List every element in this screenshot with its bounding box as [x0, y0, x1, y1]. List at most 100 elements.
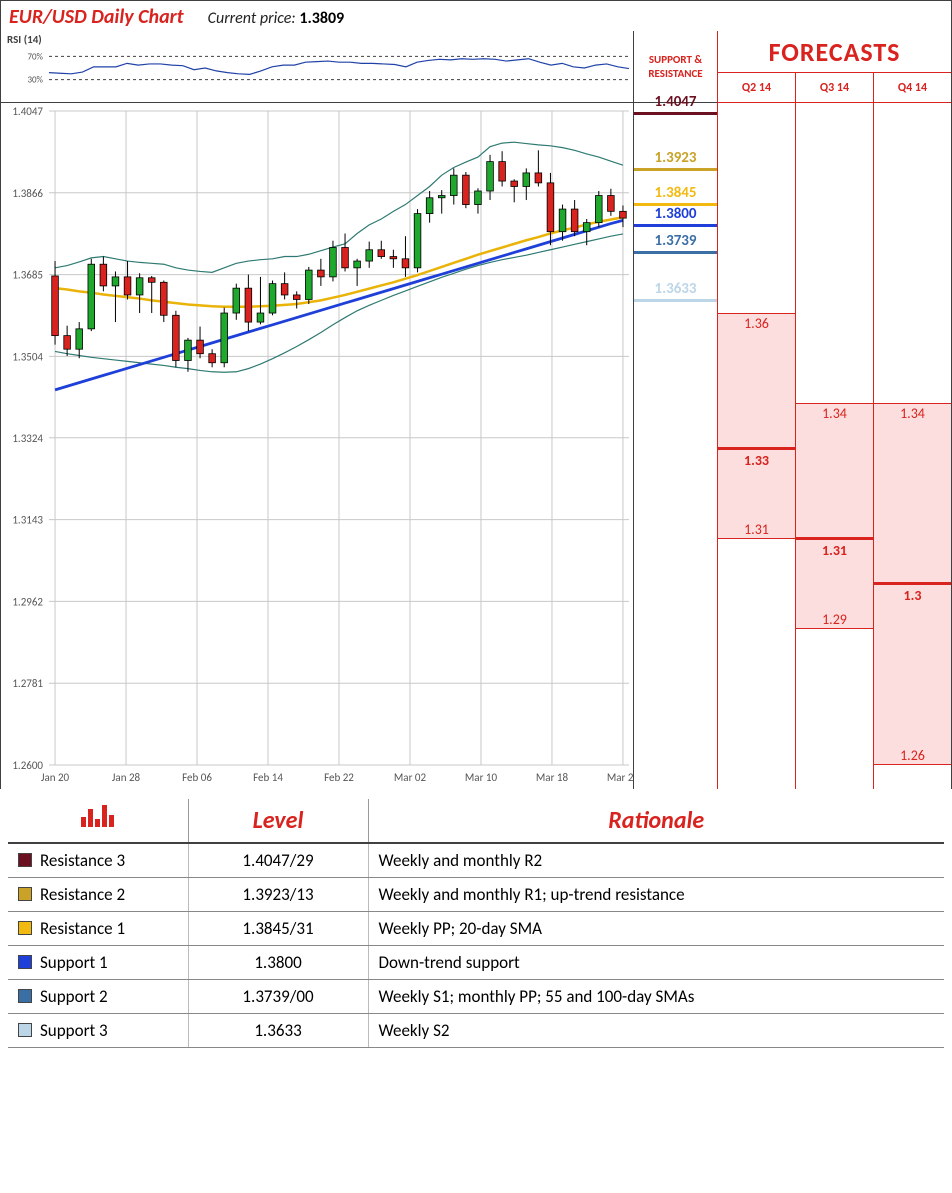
- forecasts-title: FORECASTS: [718, 31, 951, 73]
- row-rationale: Down-trend support: [368, 946, 944, 980]
- sr-body: 1.4047 1.3923 1.3845 1.3800 1.3739 1.363…: [634, 103, 717, 789]
- row-level: 1.3633: [188, 1014, 368, 1048]
- svg-text:Jan 28: Jan 28: [112, 771, 141, 784]
- forecast-low: 1.31: [718, 519, 795, 540]
- sr-level: 1.3633: [634, 280, 717, 302]
- sr-level-value: 1.3739: [634, 232, 717, 251]
- swatch-icon: [18, 955, 32, 969]
- swatch-icon: [18, 887, 32, 901]
- svg-text:Feb 14: Feb 14: [253, 771, 283, 784]
- forecast-quarter-column: 1.34 1.31 1.29: [796, 103, 874, 789]
- row-rationale: Weekly and monthly R1; up-trend resistan…: [368, 878, 944, 912]
- forecast-mid: 1.31: [796, 537, 873, 561]
- table-row: Resistance 3 1.4047/29 Weekly and monthl…: [8, 843, 944, 878]
- table-row: Resistance 2 1.3923/13 Weekly and monthl…: [8, 878, 944, 912]
- sr-level: 1.3800: [634, 205, 717, 227]
- sr-level-value: 1.3923: [634, 149, 717, 168]
- support-resistance-column: SUPPORT & RESISTANCE 1.4047 1.3923 1.384…: [634, 31, 718, 789]
- row-level: 1.3739/00: [188, 980, 368, 1014]
- svg-text:70%: 70%: [27, 51, 43, 62]
- svg-text:Mar 18: Mar 18: [536, 771, 569, 784]
- levels-table-wrap: Level Rationale Resistance 3 1.4047/29 W…: [0, 789, 952, 1054]
- sr-level-value: 1.4047: [634, 93, 717, 112]
- row-rationale: Weekly and monthly R2: [368, 843, 944, 878]
- sr-level: 1.3845: [634, 184, 717, 206]
- sr-level: 1.4047: [634, 93, 717, 115]
- svg-text:30%: 30%: [27, 75, 43, 86]
- forecast-low: 1.26: [874, 745, 951, 766]
- sr-level-value: 1.3800: [634, 205, 717, 224]
- row-rationale: Weekly PP; 20-day SMA: [368, 912, 944, 946]
- rsi-pane: RSI (14) 70% 30%: [1, 31, 633, 103]
- row-level: 1.3800: [188, 946, 368, 980]
- row-rationale: Weekly S2: [368, 1014, 944, 1048]
- forecast-high: 1.34: [796, 403, 873, 424]
- svg-text:1.2600: 1.2600: [12, 759, 43, 772]
- price-chart: 1.40471.38661.36851.35041.33241.31431.29…: [1, 103, 633, 789]
- row-level: 1.3845/31: [188, 912, 368, 946]
- svg-text:1.3324: 1.3324: [12, 432, 43, 445]
- row-name: Resistance 3: [8, 843, 188, 878]
- row-name: Resistance 1: [8, 912, 188, 946]
- chart-left-pane: RSI (14) 70%30% 1.40471.38661.36851.3504…: [1, 31, 634, 789]
- header: EUR/USD Daily Chart Current price: 1.380…: [1, 1, 951, 31]
- forecast-quarter-column: 1.36 1.33 1.31: [718, 103, 796, 789]
- row-name: Support 1: [8, 946, 188, 980]
- forecast-high: 1.34: [874, 403, 951, 424]
- table-row: Support 3 1.3633 Weekly S2: [8, 1014, 944, 1048]
- forecast-quarter-label: Q4 14: [874, 73, 951, 102]
- forecast-mid: 1.33: [718, 447, 795, 471]
- svg-text:1.3143: 1.3143: [12, 514, 43, 527]
- swatch-icon: [18, 921, 32, 935]
- table-header-icon: [8, 799, 188, 843]
- forecast-range-box: [718, 313, 795, 539]
- rsi-chart: 70% 30%: [1, 31, 633, 103]
- forecast-high: 1.36: [718, 313, 795, 334]
- svg-text:1.4047: 1.4047: [12, 105, 43, 118]
- current-price-value: 1.3809: [299, 9, 344, 28]
- table-header-level: Level: [188, 799, 368, 843]
- forecasts-column: FORECASTS Q2 14Q3 14Q4 14 1.361.331.311.…: [718, 31, 951, 789]
- current-price-label: Current price:: [208, 9, 296, 28]
- svg-text:1.3504: 1.3504: [12, 350, 43, 363]
- sr-level: 1.3923: [634, 149, 717, 171]
- sr-level-value: 1.3845: [634, 184, 717, 203]
- forecasts-body: 1.36 1.33 1.31 1.34 1.31 1.29 1.34 1.3 1.26: [718, 103, 951, 789]
- current-price-group: Current price: 1.3809: [208, 9, 345, 28]
- forecast-quarter-label: Q3 14: [796, 73, 874, 102]
- sr-level-line: [634, 251, 717, 254]
- row-name: Resistance 2: [8, 878, 188, 912]
- row-level: 1.3923/13: [188, 878, 368, 912]
- swatch-icon: [18, 1023, 32, 1037]
- forecast-range-box: [796, 403, 873, 629]
- table-row: Support 2 1.3739/00 Weekly S1; monthly P…: [8, 980, 944, 1014]
- row-name: Support 3: [8, 1014, 188, 1048]
- chart-panel: EUR/USD Daily Chart Current price: 1.380…: [0, 0, 952, 789]
- sr-level-line: [634, 299, 717, 302]
- svg-text:Feb 06: Feb 06: [182, 771, 212, 784]
- sr-level-line: [634, 112, 717, 115]
- forecast-quarter-label: Q2 14: [718, 73, 796, 102]
- forecasts-quarter-header: Q2 14Q3 14Q4 14: [718, 73, 951, 103]
- svg-text:Mar 02: Mar 02: [394, 771, 427, 784]
- price-chart-pane: 1.40471.38661.36851.35041.33241.31431.29…: [1, 103, 633, 789]
- forecast-mid: 1.3: [874, 582, 951, 606]
- table-header-rationale: Rationale: [368, 799, 944, 843]
- svg-text:Jan 20: Jan 20: [41, 771, 70, 784]
- row-level: 1.4047/29: [188, 843, 368, 878]
- svg-text:Mar 26: Mar 26: [607, 771, 633, 784]
- svg-text:1.3685: 1.3685: [12, 269, 43, 282]
- row-rationale: Weekly S1; monthly PP; 55 and 100-day SM…: [368, 980, 944, 1014]
- svg-text:1.2781: 1.2781: [12, 677, 43, 690]
- swatch-icon: [18, 989, 32, 1003]
- rsi-label: RSI (14): [7, 33, 42, 46]
- sr-level-value: 1.3633: [634, 280, 717, 299]
- forecast-low: 1.29: [796, 609, 873, 630]
- sr-level-line: [634, 168, 717, 171]
- sr-level: 1.3739: [634, 232, 717, 254]
- bars-icon: [79, 805, 117, 829]
- svg-text:1.2962: 1.2962: [12, 595, 43, 608]
- swatch-icon: [18, 853, 32, 867]
- sr-level-line: [634, 224, 717, 227]
- table-row: Resistance 1 1.3845/31 Weekly PP; 20-day…: [8, 912, 944, 946]
